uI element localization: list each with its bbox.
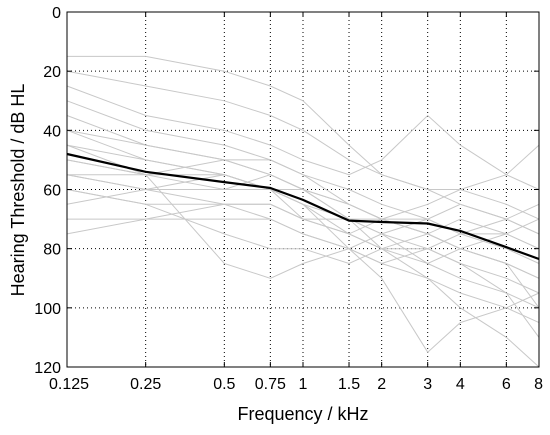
x-tick-label: 0.25 bbox=[130, 376, 161, 393]
individual-threshold-line-18 bbox=[66, 129, 540, 265]
x-tick-label: 1 bbox=[299, 376, 308, 393]
individual-threshold-line-15 bbox=[66, 189, 540, 279]
y-axis-label: Hearing Threshold / dB HL bbox=[8, 84, 28, 297]
y-tick-label: 40 bbox=[43, 123, 61, 140]
individual-threshold-line-19 bbox=[66, 174, 540, 338]
individual-threshold-line-16 bbox=[66, 159, 540, 353]
x-tick-label: 2 bbox=[377, 376, 386, 393]
mean-threshold-line bbox=[66, 152, 540, 261]
individual-series-group bbox=[66, 55, 540, 368]
x-tick-label: 1.5 bbox=[338, 376, 360, 393]
y-tick-label: 80 bbox=[43, 242, 61, 259]
x-tick-labels: 0.125 0.25 0.5 0.75 1 1.5 2 3 4 6 8 bbox=[49, 12, 543, 393]
y-tick-label: 20 bbox=[43, 64, 61, 81]
individual-threshold-line-3 bbox=[66, 85, 540, 190]
x-tick-label: 4 bbox=[456, 376, 465, 393]
individual-threshold-line-17 bbox=[66, 144, 540, 250]
y-tick-label: 120 bbox=[34, 360, 61, 377]
mean-series-group bbox=[66, 152, 540, 261]
x-tick-label: 0.75 bbox=[255, 376, 286, 393]
x-tick-label: 3 bbox=[423, 376, 432, 393]
x-axis-label: Frequency / kHz bbox=[237, 404, 368, 424]
y-tick-labels: 0 20 40 60 80 100 120 bbox=[34, 5, 539, 377]
x-tick-label: 0.125 bbox=[49, 376, 89, 393]
y-tick-label: 0 bbox=[52, 5, 61, 22]
x-tick-label: 6 bbox=[502, 376, 511, 393]
y-tick-label: 60 bbox=[43, 183, 61, 200]
individual-threshold-line-2 bbox=[66, 70, 540, 190]
y-tick-label: 100 bbox=[34, 301, 61, 318]
x-tick-label: 8 bbox=[534, 376, 543, 393]
x-tick-label: 0.5 bbox=[213, 376, 235, 393]
